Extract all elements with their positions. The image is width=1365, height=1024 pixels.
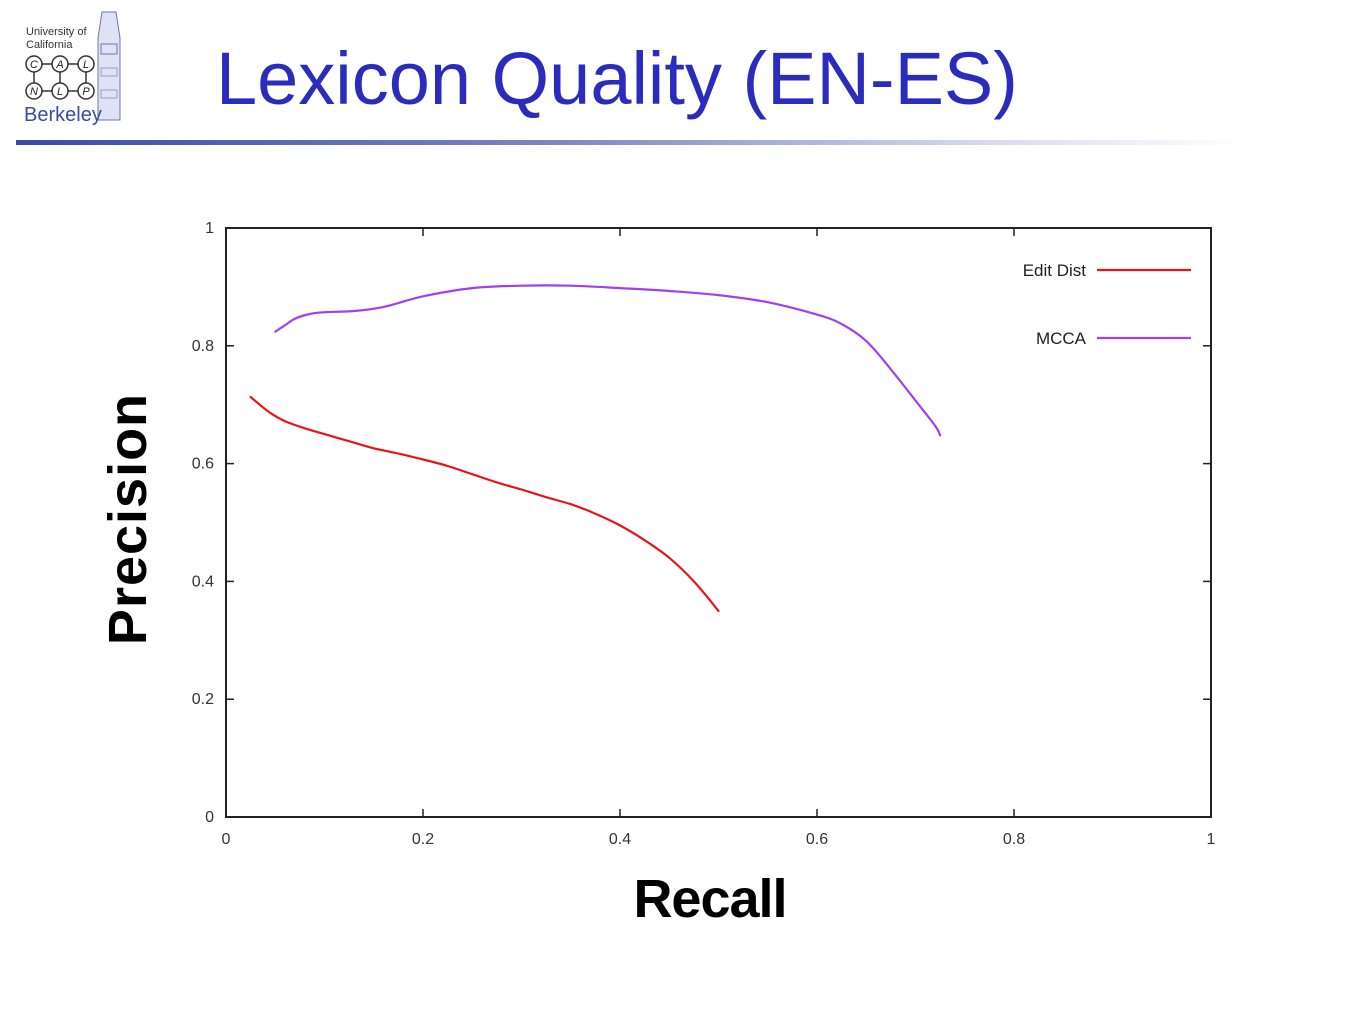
x-tick-label: 1: [1207, 831, 1216, 848]
series-line-edit-dist: [249, 395, 720, 612]
plot-frame: [225, 227, 1212, 818]
logo-letter: L: [57, 86, 63, 98]
legend-label: Edit Dist: [1023, 261, 1087, 280]
x-tick-label: 0.6: [806, 831, 828, 848]
y-tick-label: 0.2: [192, 691, 214, 708]
data-series: [249, 284, 942, 612]
y-tick-label: 1: [205, 220, 214, 237]
x-tick-label: 0.2: [412, 831, 434, 848]
plot-border: [225, 227, 1212, 818]
logo-university-text: University of California: [26, 26, 87, 52]
logo-university-line2: California: [26, 39, 73, 51]
title-divider: [16, 140, 1246, 145]
logo-berkeley-text: Berkeley: [24, 104, 102, 126]
x-tick-label: 0: [222, 831, 231, 848]
logo-university-line1: University of: [26, 26, 87, 38]
y-tick-label: 0.6: [192, 456, 214, 473]
x-tick-label: 0.8: [1003, 831, 1025, 848]
logo-letter: C: [30, 59, 38, 71]
berkeley-nlp-logo: C A L N L P University of California Ber…: [18, 8, 128, 132]
campanile-logo-icon: C A L N L P: [25, 11, 121, 121]
logo-letter: A: [55, 59, 63, 71]
logo-letter: P: [82, 86, 90, 98]
chart-legend: Edit Dist MCCA: [1023, 261, 1191, 348]
x-axis-title: Recall: [633, 869, 787, 929]
logo-letter: N: [30, 86, 38, 98]
x-tick-label: 0.4: [609, 831, 631, 848]
slide-title: Lexicon Quality (EN-ES): [216, 37, 1018, 120]
y-tick-label: 0: [205, 809, 214, 826]
logo-letter: L: [83, 59, 89, 71]
y-tick-label: 0.4: [192, 573, 214, 590]
legend-label: MCCA: [1036, 329, 1087, 348]
axis-ticks: 0 0.2 0.4 0.6 0.8 1 0 0.2 0.4 0.6 0.8 1: [192, 220, 1216, 848]
series-line-mcca: [274, 284, 942, 437]
y-axis-title: Precision: [98, 392, 158, 646]
y-tick-label: 0.8: [192, 338, 214, 355]
